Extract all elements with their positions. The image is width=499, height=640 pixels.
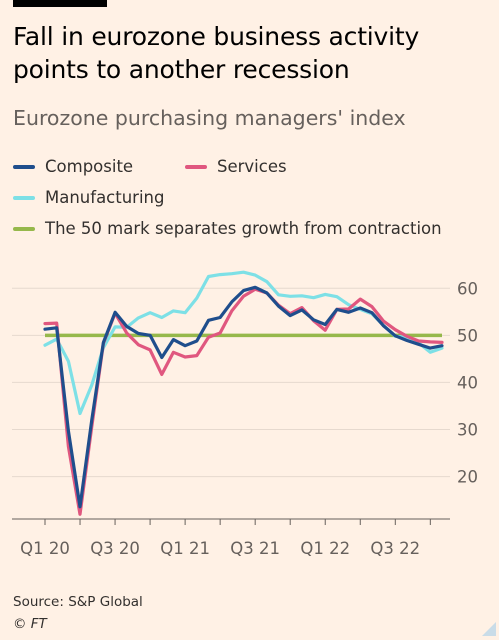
legend-swatch-manufacturing [13,195,35,200]
chart-subtitle: Eurozone purchasing managers' index [13,106,406,130]
y-tick-label: 60 [457,279,478,298]
y-tick-label: 50 [457,326,478,345]
legend-item-manufacturing: Manufacturing [13,188,164,207]
top-rule [13,0,107,7]
x-tick-label: Q1 21 [160,539,210,558]
legend-swatch-services [185,164,207,169]
series-line-composite [43,285,444,509]
legend-label: Manufacturing [45,188,165,207]
chart-title: Fall in eurozone business activity point… [13,22,420,84]
ft-credit: © FT [13,616,47,632]
corner-fold-icon [482,622,496,636]
legend-label: Composite [45,157,134,176]
source-note: Source: S&P Global [13,594,143,610]
x-tick-label: Q3 21 [230,539,280,558]
y-tick-label: 40 [457,373,478,392]
legend-item-50-mark: The 50 mark separates growth from contra… [13,219,442,238]
legend-label: The 50 mark separates growth from contra… [45,219,442,238]
legend-item-services: Services [185,157,287,176]
legend-swatch-composite [13,164,35,169]
x-tick-label: Q3 20 [90,539,140,558]
legend-item-composite: Composite [13,157,133,176]
legend-label: Services [217,157,287,176]
legend-swatch-50-mark [13,226,35,231]
x-tick-label: Q1 20 [20,539,70,558]
x-tick-label: Q3 22 [370,539,420,558]
y-tick-label: 20 [457,468,478,487]
x-tick-label: Q1 22 [300,539,350,558]
y-tick-label: 30 [457,421,478,440]
